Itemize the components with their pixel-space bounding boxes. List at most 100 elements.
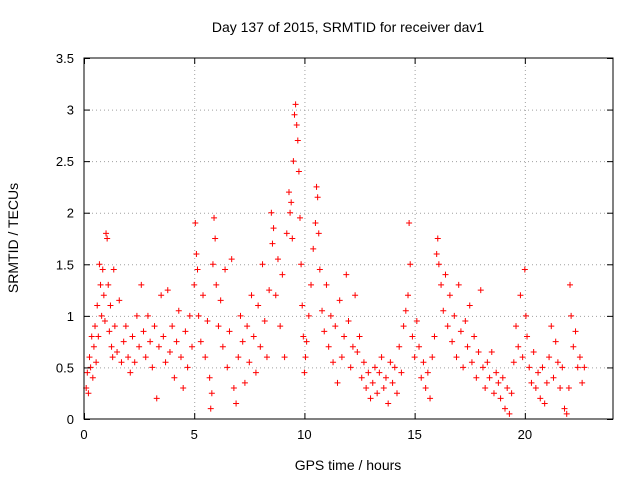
data-point — [515, 343, 522, 350]
data-point — [482, 385, 489, 392]
data-point — [517, 292, 524, 299]
data-point — [129, 333, 136, 340]
data-point — [378, 354, 385, 361]
data-point — [97, 281, 104, 288]
data-point — [140, 328, 147, 335]
data-point — [316, 266, 323, 273]
data-point — [177, 354, 184, 361]
data-point — [347, 364, 354, 371]
data-point — [535, 369, 542, 376]
data-point — [440, 307, 447, 314]
data-point — [352, 292, 359, 299]
data-point — [92, 323, 99, 330]
data-point — [136, 343, 143, 350]
data-point — [341, 333, 348, 340]
data-point — [358, 374, 365, 381]
data-point — [356, 333, 363, 340]
data-point — [138, 281, 145, 288]
data-point — [297, 214, 304, 221]
data-point — [420, 359, 427, 366]
data-point — [524, 333, 531, 340]
data-point — [95, 333, 102, 340]
data-point — [444, 323, 451, 330]
data-point — [310, 245, 317, 252]
data-point — [484, 359, 491, 366]
data-point — [455, 281, 462, 288]
data-point — [184, 364, 191, 371]
data-point — [96, 261, 103, 268]
data-point — [149, 364, 156, 371]
data-point — [233, 400, 240, 407]
data-point — [332, 323, 339, 330]
data-point — [228, 256, 235, 263]
data-point — [382, 374, 389, 381]
data-point — [259, 261, 266, 268]
data-point — [550, 374, 557, 381]
data-point — [226, 328, 233, 335]
data-point — [314, 194, 321, 201]
data-point — [153, 395, 160, 402]
y-tick-label: 2 — [67, 206, 74, 221]
data-point — [291, 111, 298, 118]
data-point — [396, 343, 403, 350]
data-point — [508, 390, 515, 397]
data-point — [323, 281, 330, 288]
data-point — [289, 235, 296, 242]
data-point — [501, 405, 508, 412]
data-point — [466, 302, 473, 309]
data-point — [371, 364, 378, 371]
data-point — [285, 189, 292, 196]
data-point — [325, 343, 332, 350]
data-point — [576, 354, 583, 361]
data-point — [85, 390, 92, 397]
data-point — [186, 312, 193, 319]
data-point — [180, 385, 187, 392]
axis-layer: 0 5 10 15 20 0 0.5 1 1.5 2 2.5 3 3.5 — [56, 51, 613, 442]
data-point — [290, 158, 297, 165]
data-point — [84, 369, 91, 376]
data-point — [237, 312, 244, 319]
data-point — [338, 354, 345, 361]
data-point — [166, 348, 173, 355]
data-point — [321, 328, 328, 335]
data-point — [567, 281, 574, 288]
data-point — [495, 379, 502, 386]
y-axis-label: SRMTID / TECUs — [5, 183, 21, 293]
data-point — [269, 240, 276, 247]
data-point — [308, 281, 315, 288]
data-point — [164, 287, 171, 294]
data-points — [83, 101, 588, 417]
data-point — [235, 354, 242, 361]
data-point — [120, 338, 127, 345]
data-point — [215, 323, 222, 330]
data-point — [365, 369, 372, 376]
data-point — [407, 261, 414, 268]
data-point — [155, 343, 162, 350]
data-point — [292, 101, 299, 108]
data-point — [189, 343, 196, 350]
data-point — [127, 369, 134, 376]
data-point — [438, 281, 445, 288]
data-point — [376, 369, 383, 376]
data-point — [103, 230, 110, 237]
data-point — [219, 343, 226, 350]
data-point — [212, 235, 219, 242]
data-point — [570, 343, 577, 350]
data-point — [354, 348, 361, 355]
data-point — [206, 374, 213, 381]
data-point — [530, 348, 537, 355]
data-point — [241, 379, 248, 386]
data-point — [405, 292, 412, 299]
data-point — [293, 122, 300, 129]
data-point — [90, 343, 97, 350]
data-point — [204, 318, 211, 325]
data-point — [288, 199, 295, 206]
data-point — [250, 333, 257, 340]
data-point — [217, 297, 224, 304]
data-point — [398, 369, 405, 376]
data-point — [283, 230, 290, 237]
data-point — [295, 168, 302, 175]
data-point — [519, 354, 526, 361]
data-point — [162, 359, 169, 366]
data-point — [374, 390, 381, 397]
